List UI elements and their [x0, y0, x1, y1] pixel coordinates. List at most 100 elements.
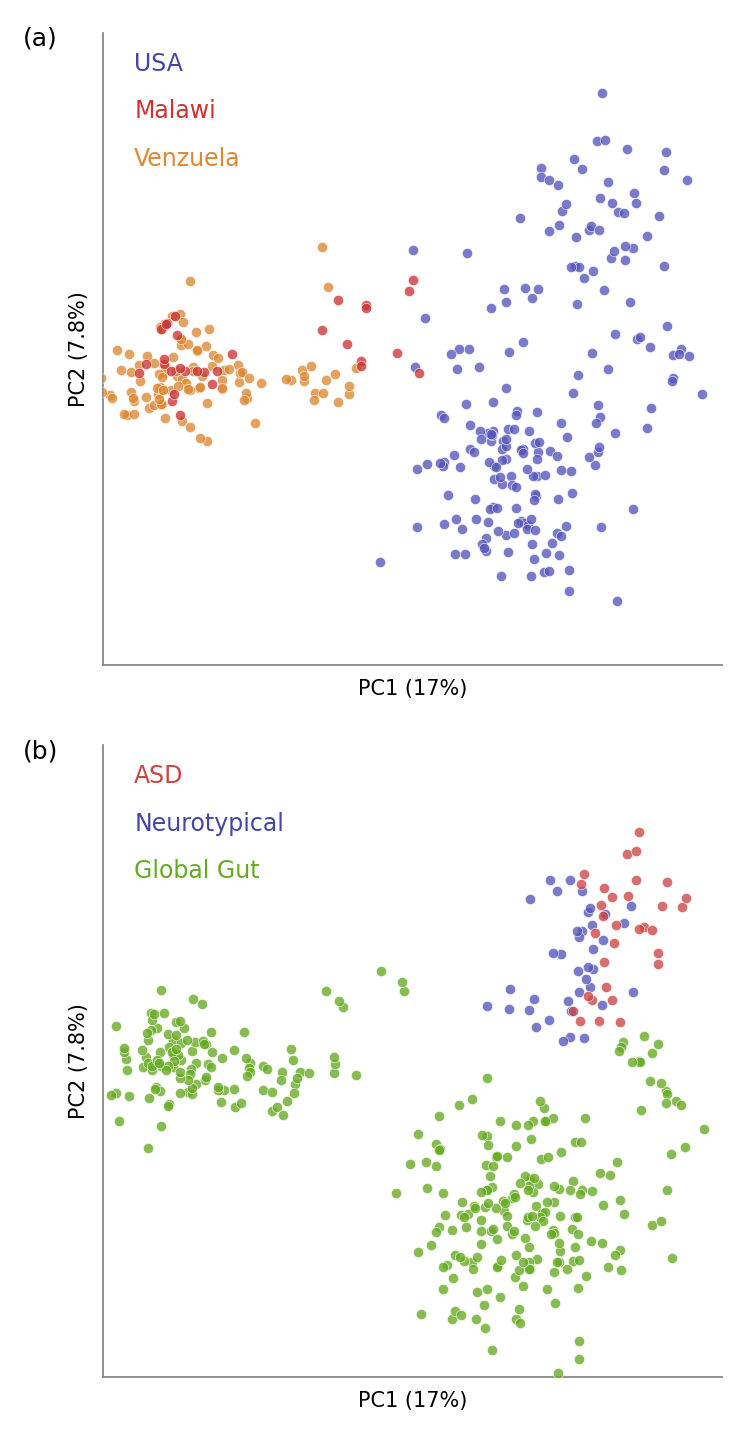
Point [123, 1084, 135, 1107]
Point [597, 1193, 609, 1216]
Point [652, 204, 664, 227]
Point [594, 406, 606, 429]
Point [182, 1069, 194, 1092]
Point [530, 519, 542, 543]
Point [529, 547, 541, 570]
Point [541, 1278, 553, 1301]
Point [434, 1138, 446, 1161]
Point [492, 1255, 504, 1278]
Point [524, 886, 536, 909]
Point [328, 1046, 340, 1069]
Point [149, 1078, 161, 1101]
Point [503, 341, 515, 364]
Point [105, 1084, 117, 1107]
Point [464, 414, 476, 437]
Point [492, 519, 504, 543]
Point [658, 158, 670, 181]
Point [590, 412, 602, 435]
Point [137, 1056, 149, 1079]
Point [218, 1078, 230, 1101]
Point [156, 318, 168, 341]
Point [437, 1181, 449, 1204]
Point [698, 1118, 710, 1141]
Point [614, 1010, 626, 1033]
Point [576, 920, 588, 943]
Point [212, 1079, 224, 1102]
Point [272, 1095, 284, 1118]
Point [656, 1072, 668, 1095]
Point [634, 325, 646, 348]
Point [532, 1173, 544, 1196]
Point [567, 1170, 579, 1193]
Point [170, 324, 182, 347]
Point [244, 1052, 256, 1075]
Point [142, 1052, 154, 1075]
Point [146, 1002, 158, 1025]
Point [193, 377, 205, 400]
Point [593, 1010, 605, 1033]
Point [170, 360, 182, 383]
Point [166, 378, 178, 401]
Point [201, 430, 213, 453]
Point [511, 475, 523, 498]
Point [142, 1027, 154, 1050]
Point [606, 191, 618, 214]
Point [664, 1143, 676, 1166]
Point [437, 1278, 449, 1301]
Point [124, 380, 136, 403]
Point [280, 367, 292, 390]
Point [512, 400, 524, 423]
Point [518, 1275, 530, 1298]
Point [547, 941, 559, 964]
Point [490, 1145, 502, 1168]
Point [184, 269, 196, 292]
Point [355, 350, 367, 373]
Point [154, 1079, 166, 1102]
Point [641, 417, 653, 440]
Point [546, 532, 558, 555]
X-axis label: PC1 (17%): PC1 (17%) [358, 679, 467, 699]
Point [638, 917, 650, 940]
Point [613, 1040, 625, 1063]
Point [475, 427, 487, 450]
Text: Venzuela: Venzuela [134, 147, 241, 171]
Point [514, 207, 526, 230]
Point [470, 1308, 482, 1331]
Point [448, 1243, 460, 1266]
Point [165, 360, 177, 383]
Point [500, 524, 512, 547]
Point [158, 1002, 170, 1025]
Point [468, 440, 480, 463]
Point [573, 925, 585, 948]
Point [447, 1266, 459, 1289]
Point [154, 376, 166, 399]
Point [531, 448, 543, 471]
Point [205, 1020, 217, 1043]
Point [435, 403, 447, 426]
Point [620, 235, 632, 258]
Point [163, 1092, 175, 1115]
Point [550, 521, 562, 544]
Point [454, 456, 466, 479]
Point [526, 1204, 538, 1227]
Point [433, 1215, 445, 1238]
Point [631, 868, 643, 891]
Point [488, 468, 500, 491]
Point [154, 317, 166, 340]
Point [256, 1078, 268, 1101]
Point [526, 508, 538, 531]
Point [527, 465, 539, 488]
Point [194, 426, 206, 449]
Point [525, 1127, 537, 1150]
Point [572, 960, 584, 983]
Point [532, 440, 544, 463]
Point [236, 360, 248, 383]
Point [243, 1056, 255, 1079]
Point [548, 1174, 560, 1197]
Point [241, 381, 253, 404]
Point [166, 1040, 178, 1063]
Point [554, 458, 566, 481]
Point [519, 276, 531, 299]
Point [360, 294, 372, 317]
Point [154, 391, 166, 414]
